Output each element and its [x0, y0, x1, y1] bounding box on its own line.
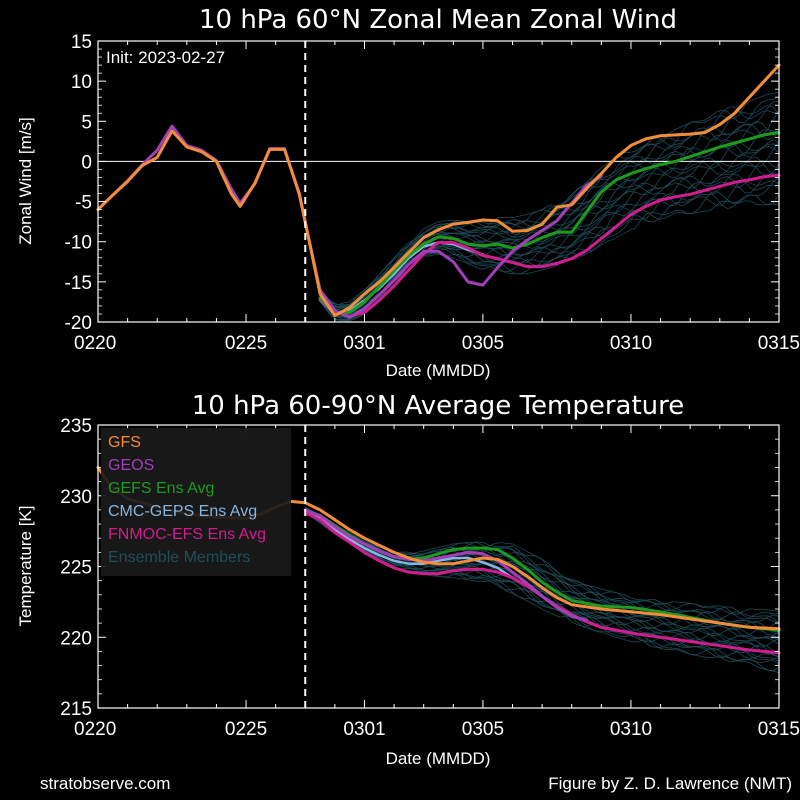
series-lines: [96, 63, 781, 319]
ensemble-member-trace: [319, 96, 780, 307]
x-axis-ticks: 0220 0225 0301 0305 0310 0315: [74, 41, 800, 354]
temperature-panel: 10 hPa 60-90°N Average Temperature 215 22…: [16, 391, 800, 768]
y-tick-label: 0: [81, 152, 92, 173]
x-tick-label: 0305: [462, 333, 504, 354]
series-line-geos: [303, 508, 588, 622]
footer-credit: Figure by Z. D. Lawrence (NMT): [548, 774, 792, 793]
legend-item-fnmoc-efs: FNMOC-EFS Ens Avg: [108, 526, 266, 543]
x-axis-ticks: 0220 0225 0301 0305 0310 0315: [74, 425, 800, 740]
legend-item-gefs: GEFS Ens Avg: [108, 480, 214, 497]
ensemble-member-trace: [319, 160, 780, 318]
y-tick-label: -5: [75, 193, 92, 214]
x-tick-label: 0315: [758, 719, 800, 740]
series-line-cmc-geps-ens-avg: [304, 510, 514, 580]
x-tick-label: 0225: [225, 719, 267, 740]
series-line-gfs: [96, 63, 781, 318]
legend-item-geos: GEOS: [108, 457, 154, 474]
x-tick-label: 0220: [74, 333, 116, 354]
y-axis-label: Zonal Wind [m/s]: [16, 117, 35, 245]
x-tick-label: 0305: [462, 719, 504, 740]
y-tick-label: 225: [60, 558, 92, 579]
legend-item-ensemble-members: Ensemble Members: [108, 549, 250, 566]
y-tick-label: -20: [65, 313, 92, 334]
x-tick-label: 0301: [343, 719, 385, 740]
y-tick-label: 5: [81, 112, 92, 133]
legend-item-cmc-geps: CMC-GEPS Ens Avg: [108, 503, 257, 520]
series-line-geos: [96, 124, 603, 319]
y-axis-ticks: -20 -15 -10 -5 0 5 10 15: [65, 32, 779, 334]
temperature-title: 10 hPa 60-90°N Average Temperature: [192, 391, 685, 421]
x-tick-label: 0301: [343, 333, 385, 354]
y-tick-label: 220: [60, 628, 92, 649]
x-tick-label: 0220: [74, 719, 116, 740]
zonal-wind-panel: 10 hPa 60°N Zonal Mean Zonal Wind -20 -15…: [16, 5, 800, 380]
y-tick-label: 10: [71, 72, 92, 93]
y-axis-label: Temperature [K]: [16, 506, 35, 627]
init-annotation: Init: 2023-02-27: [106, 48, 225, 67]
zonal-wind-title: 10 hPa 60°N Zonal Mean Zonal Wind: [199, 5, 677, 35]
y-tick-label: 15: [71, 32, 92, 53]
series-lines: [96, 466, 781, 655]
y-tick-label: 215: [60, 699, 92, 720]
ensemble-member-trace: [305, 511, 780, 664]
x-axis-label: Date (MMDD): [386, 749, 491, 768]
ensemble-member-trace: [319, 91, 780, 306]
x-tick-label: 0315: [758, 333, 800, 354]
plot-frame: [97, 40, 780, 323]
y-tick-label: -10: [65, 233, 92, 254]
series-line-gefs-ens-avg: [318, 131, 781, 314]
x-tick-label: 0310: [610, 333, 652, 354]
x-axis-label: Date (MMDD): [386, 361, 491, 380]
legend-item-gfs: GFS: [108, 434, 141, 451]
y-tick-label: 230: [60, 487, 92, 508]
y-tick-label: 235: [60, 416, 92, 437]
legend-box: [101, 428, 291, 576]
x-tick-label: 0225: [225, 333, 267, 354]
y-tick-label: -15: [65, 273, 92, 294]
footer-source: stratobserve.com: [40, 774, 170, 793]
x-tick-label: 0310: [610, 719, 652, 740]
series-line-fnmoc-efs-ens-avg: [318, 173, 781, 318]
series-line-fnmoc-efs-ens-avg: [303, 511, 781, 655]
legend: GFS GEOS GEFS Ens Avg CMC-GEPS Ens Avg F…: [101, 428, 291, 576]
ensemble-member-trace: [305, 507, 780, 624]
